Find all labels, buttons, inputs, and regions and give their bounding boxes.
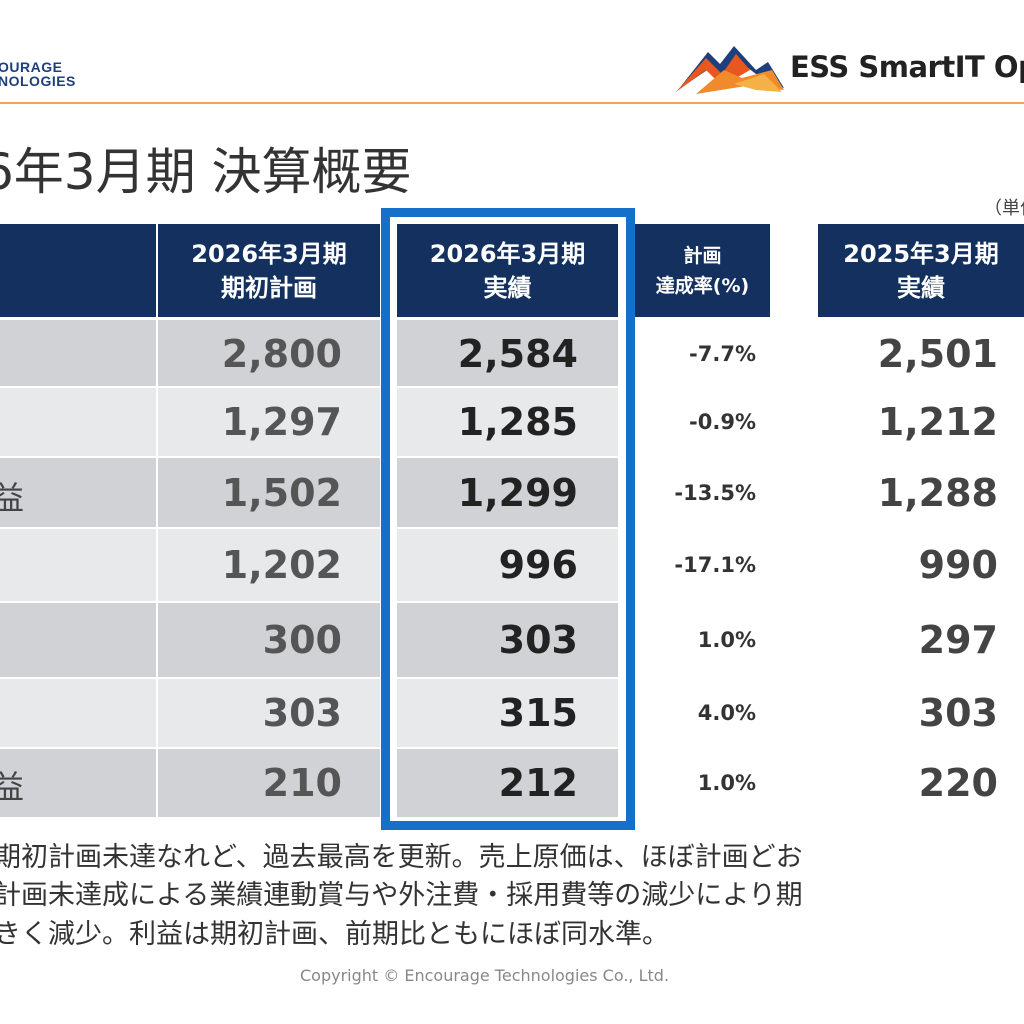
rate-value: -7.7% (689, 341, 756, 366)
prev-value: 2,501 (877, 331, 998, 376)
header-plan: 2026年3月期 期初計画 (158, 224, 380, 317)
prev-value: 990 (918, 543, 998, 587)
comment-line: 計画未達成による業績連動賞与や外注費・採用費等の減少により期 (0, 880, 803, 911)
comment-line: きく減少。利益は期初計画、前期比ともにほぼ同水準。 (0, 919, 669, 950)
copyright-footer: Copyright © Encourage Technologies Co., … (300, 966, 670, 985)
plan-value: 303 (262, 691, 342, 735)
product-name: ESS SmartIT Op (790, 50, 1024, 84)
plan-value: 210 (262, 760, 342, 805)
rate-value: 1.0% (697, 628, 756, 652)
rate-value: 1.0% (697, 770, 756, 795)
rate-value: 4.0% (697, 701, 756, 725)
row-divider (0, 601, 618, 603)
row-divider (0, 677, 618, 679)
header-prev-line1: 2025年3月期 (843, 239, 999, 268)
prev-value: 297 (918, 618, 998, 662)
prev-value: 1,212 (877, 400, 998, 444)
row-label: 益 (0, 620, 156, 666)
header-rate-line1: 計画 (683, 244, 722, 267)
row-band (0, 748, 618, 817)
prev-value: 220 (918, 760, 998, 805)
row-label: 価 (0, 402, 156, 448)
header-actual-line2: 実績 (483, 273, 532, 302)
actual-value: 2,584 (457, 331, 578, 376)
plan-value: 1,502 (221, 470, 342, 515)
rate-value: -13.5% (674, 480, 756, 505)
row-band (0, 387, 618, 457)
logo-text-line1: OURAGE (0, 59, 63, 75)
actual-value: 212 (498, 760, 578, 805)
plan-value: 1,202 (221, 543, 342, 587)
actual-value: 1,285 (457, 400, 578, 444)
row-band (0, 528, 618, 602)
prev-value: 1,288 (877, 470, 998, 515)
actual-value: 303 (498, 618, 578, 662)
header-rate-line2: 達成率(%) (655, 274, 750, 297)
header-actual: 2026年3月期 実績 (397, 224, 618, 317)
column-divider (156, 320, 158, 817)
logo-text-line2: NOLOGIES (0, 73, 76, 89)
header-actual-line1: 2026年3月期 (429, 239, 586, 268)
prev-value: 303 (918, 691, 998, 735)
row-band (0, 457, 618, 528)
page-title: 6年3月期 決算概要 (0, 143, 412, 201)
actual-value: 1,299 (457, 470, 578, 515)
actual-value: 315 (498, 691, 578, 735)
header-divider (0, 102, 1024, 104)
plan-value: 2,800 (221, 331, 342, 376)
row-label: 利益 (0, 768, 25, 806)
unit-note: （単位 (984, 198, 1024, 219)
row-divider (0, 456, 618, 458)
row-label: 益 (0, 693, 156, 739)
rate-value: -0.9% (689, 410, 756, 434)
product-logo: ESS SmartIT Op (676, 40, 1024, 96)
actual-value: 996 (498, 543, 578, 587)
plan-value: 300 (262, 618, 342, 662)
row-label: 利益 (0, 479, 25, 517)
row-band (0, 678, 618, 748)
header-rate: 計画 達成率(%) (635, 224, 770, 317)
header-prev: 2025年3月期 実績 (818, 224, 1024, 317)
header-label-cell (0, 224, 156, 317)
row-divider (0, 527, 618, 529)
header-prev-line2: 実績 (897, 273, 945, 302)
company-logo-left: OURAGE NOLOGIES (0, 60, 76, 88)
actual-column-highlight (381, 208, 635, 830)
row-divider (0, 747, 618, 749)
row-band (0, 320, 618, 387)
header-plan-line2: 期初計画 (221, 273, 317, 302)
header-plan-line1: 2026年3月期 (191, 239, 347, 268)
plan-value: 1,297 (221, 400, 342, 444)
row-divider (0, 386, 618, 388)
comment-line: 期初計画未達なれど、過去最高を更新。売上原価は、ほぼ計画どお (0, 842, 803, 873)
row-band (0, 602, 618, 678)
mountain-logo-icon (676, 46, 784, 94)
rate-value: -17.1% (674, 553, 756, 577)
